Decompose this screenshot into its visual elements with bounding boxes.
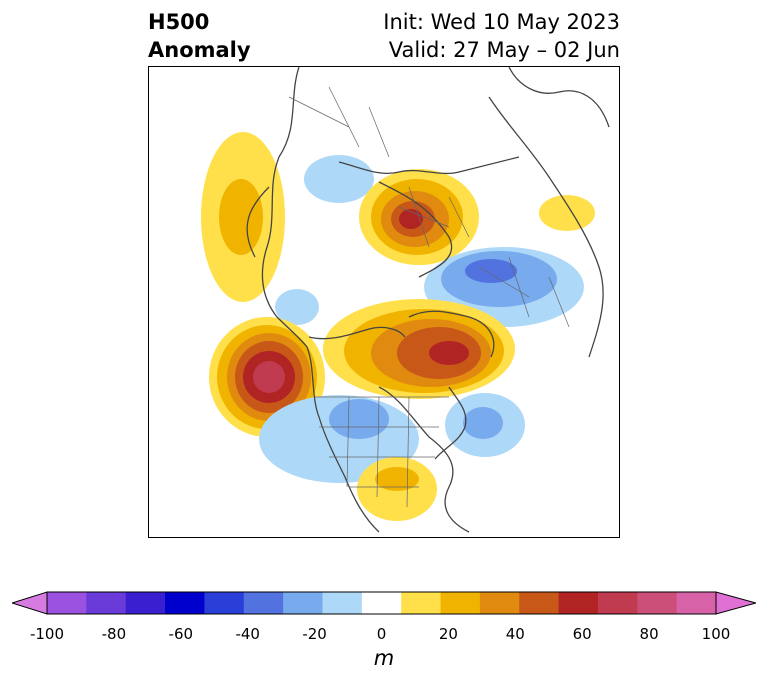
title-line-2: Anomaly <box>148 38 251 62</box>
east-asia-ridge <box>539 195 595 231</box>
colorbar-tick-label: 0 <box>376 625 387 643</box>
colorbar-tick-label: -80 <box>101 625 127 643</box>
forecast-dates: Init: Wed 10 May 2023 Valid: 27 May – 02… <box>383 8 620 64</box>
coastlines <box>246 67 610 533</box>
colorbar-segment <box>204 592 245 614</box>
colorbar <box>12 591 756 615</box>
east-pacific-ridge <box>209 317 325 437</box>
colorbar-segment <box>86 592 127 614</box>
colorbar-tick-label: -40 <box>235 625 260 643</box>
colorbar-segment <box>322 592 363 614</box>
colorbar-segment <box>597 592 638 614</box>
colorbar-tick-label: 60 <box>572 625 592 643</box>
colorbar-segment <box>401 592 442 614</box>
valid-dates: Valid: 27 May – 02 Jun <box>388 38 620 62</box>
init-date: Init: Wed 10 May 2023 <box>383 10 620 34</box>
colorbar-unit: m <box>373 646 395 670</box>
colorbar-segment <box>676 592 717 614</box>
borders <box>288 86 570 508</box>
colorbar-tick-label: -20 <box>302 625 327 643</box>
colorbar-segment <box>283 592 323 614</box>
colorbar-segment <box>361 592 402 614</box>
colorbar-tick-label: -100 <box>29 625 65 643</box>
greenland-canada-ridge <box>323 299 515 399</box>
colorbar-segment <box>479 592 520 614</box>
colorbar-segment <box>47 592 87 614</box>
north-atlantic-trough <box>445 393 525 457</box>
colorbar-segment <box>637 592 678 614</box>
colorbar-segment <box>519 592 560 614</box>
anomaly-map <box>148 66 620 538</box>
southeast-us-ridge <box>357 457 437 521</box>
colorbar-segment <box>440 592 481 614</box>
colorbar-segment <box>165 592 205 614</box>
colorbar-tick-label: 100 <box>701 625 731 643</box>
colorbar-segment <box>558 592 599 614</box>
colorbar-tick-label: 20 <box>438 625 458 643</box>
bering-trough <box>275 289 319 325</box>
colorbar-extend-low <box>12 591 48 615</box>
colorbar-tick-label: 80 <box>639 625 659 643</box>
colorbar-tick-label: -60 <box>168 625 194 643</box>
title-line-1: H500 <box>148 10 210 34</box>
map-title: H500 Anomaly <box>148 8 251 64</box>
colorbar-extend-high <box>715 591 756 615</box>
colorbar-segment <box>125 592 166 614</box>
colorbar-tick-label: 40 <box>505 625 525 643</box>
colorbar-segment <box>243 592 284 614</box>
